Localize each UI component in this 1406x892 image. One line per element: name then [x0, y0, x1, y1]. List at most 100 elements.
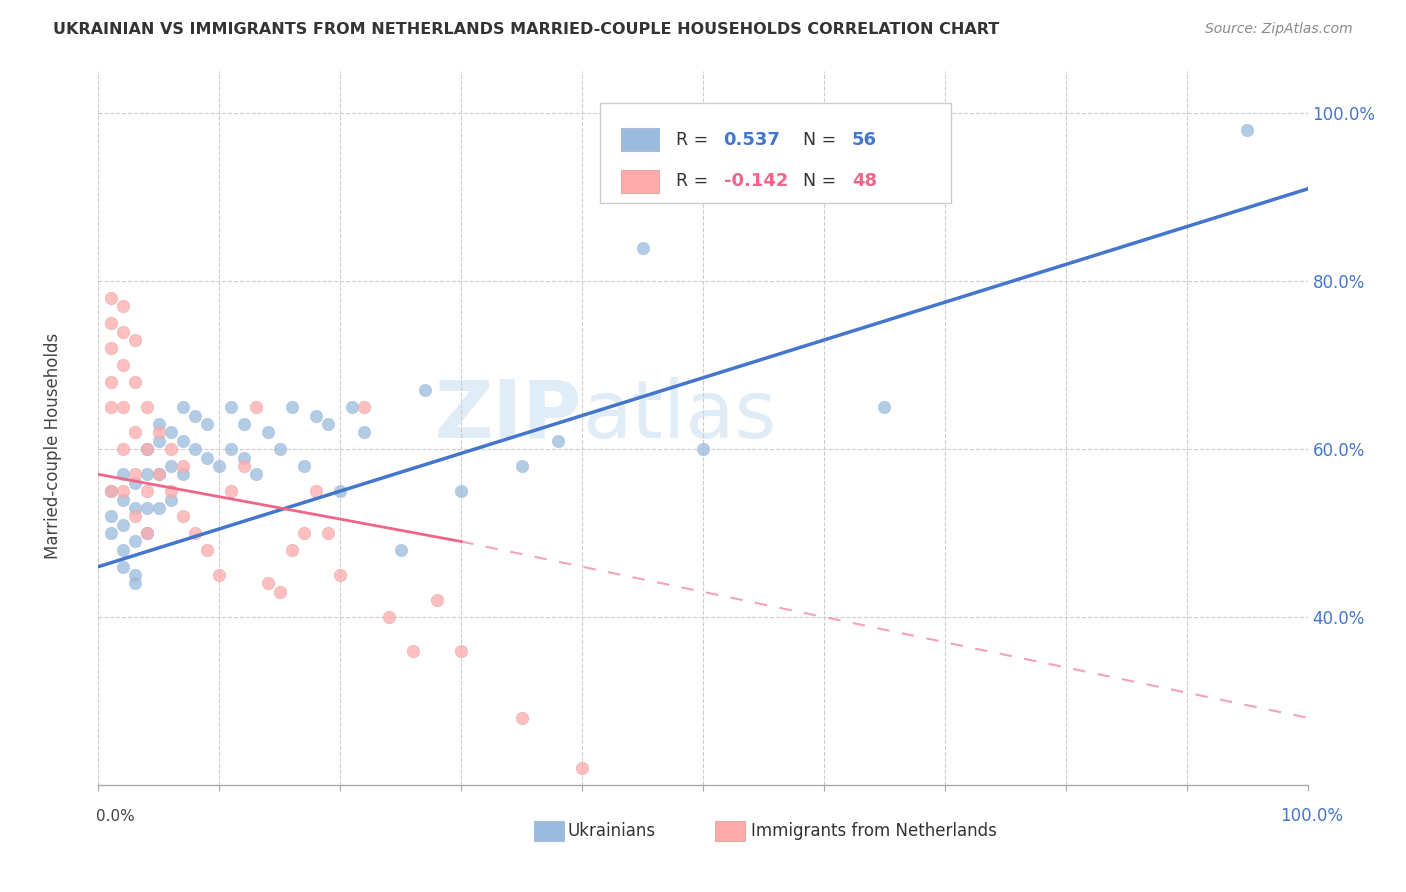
- Point: [208, 458, 231, 473]
- Point: [195, 450, 218, 465]
- Point: [111, 542, 134, 557]
- Point: [172, 434, 194, 448]
- Point: [100, 484, 122, 499]
- Point: [631, 241, 654, 255]
- Point: [135, 442, 157, 457]
- Text: Ukrainians: Ukrainians: [568, 822, 655, 840]
- Point: [124, 509, 146, 524]
- Point: [100, 526, 122, 541]
- Point: [221, 400, 243, 414]
- Point: [111, 300, 134, 314]
- Text: UKRAINIAN VS IMMIGRANTS FROM NETHERLANDS MARRIED-COUPLE HOUSEHOLDS CORRELATION C: UKRAINIAN VS IMMIGRANTS FROM NETHERLANDS…: [53, 22, 1000, 37]
- Point: [148, 434, 170, 448]
- Point: [329, 568, 352, 582]
- Point: [413, 384, 436, 398]
- Point: [100, 291, 122, 305]
- Point: [547, 434, 569, 448]
- Text: N =: N =: [803, 130, 842, 148]
- Text: atlas: atlas: [582, 376, 776, 455]
- Point: [402, 643, 425, 657]
- Point: [111, 492, 134, 507]
- Point: [245, 400, 267, 414]
- Point: [221, 442, 243, 457]
- Point: [135, 526, 157, 541]
- Point: [232, 458, 254, 473]
- Point: [100, 342, 122, 356]
- Point: [148, 417, 170, 431]
- Point: [148, 500, 170, 515]
- Point: [692, 442, 714, 457]
- Point: [160, 492, 183, 507]
- Point: [184, 442, 207, 457]
- Bar: [534, 822, 564, 841]
- Point: [148, 467, 170, 482]
- Text: Source: ZipAtlas.com: Source: ZipAtlas.com: [1205, 22, 1353, 37]
- Point: [124, 475, 146, 490]
- Text: 0.537: 0.537: [724, 130, 780, 148]
- Point: [342, 400, 364, 414]
- Point: [510, 711, 533, 725]
- Point: [135, 484, 157, 499]
- Point: [873, 400, 896, 414]
- Point: [232, 450, 254, 465]
- Point: [172, 509, 194, 524]
- Point: [172, 400, 194, 414]
- Point: [195, 542, 218, 557]
- Point: [135, 467, 157, 482]
- Point: [100, 316, 122, 330]
- Point: [111, 517, 134, 532]
- Point: [316, 417, 339, 431]
- Point: [100, 375, 122, 389]
- Point: [100, 509, 122, 524]
- Point: [316, 526, 339, 541]
- Point: [305, 484, 328, 499]
- Point: [256, 576, 278, 591]
- Point: [281, 400, 304, 414]
- Text: R =: R =: [676, 130, 714, 148]
- Text: 100.0%: 100.0%: [1279, 807, 1343, 825]
- Point: [160, 484, 183, 499]
- Point: [510, 458, 533, 473]
- Point: [1236, 123, 1258, 137]
- Point: [245, 467, 267, 482]
- Point: [135, 500, 157, 515]
- Point: [124, 576, 146, 591]
- Point: [172, 458, 194, 473]
- Bar: [621, 128, 659, 151]
- Point: [353, 400, 375, 414]
- Text: Married-couple Households: Married-couple Households: [45, 333, 62, 559]
- Point: [124, 425, 146, 440]
- Point: [631, 795, 654, 809]
- Text: N =: N =: [803, 172, 842, 190]
- Point: [100, 484, 122, 499]
- Point: [135, 442, 157, 457]
- Point: [329, 484, 352, 499]
- Bar: [621, 169, 659, 193]
- Point: [111, 400, 134, 414]
- Text: R =: R =: [676, 172, 714, 190]
- Point: [111, 484, 134, 499]
- Point: [269, 585, 291, 599]
- Point: [389, 542, 412, 557]
- Text: ZIP: ZIP: [434, 376, 582, 455]
- Point: [450, 643, 472, 657]
- Text: -0.142: -0.142: [724, 172, 787, 190]
- Point: [377, 610, 399, 624]
- Point: [111, 442, 134, 457]
- Bar: [716, 822, 745, 841]
- Point: [148, 467, 170, 482]
- Point: [426, 593, 449, 607]
- Point: [221, 484, 243, 499]
- Point: [353, 425, 375, 440]
- Point: [184, 526, 207, 541]
- Point: [208, 568, 231, 582]
- Point: [100, 400, 122, 414]
- Point: [172, 467, 194, 482]
- Point: [124, 467, 146, 482]
- Point: [111, 325, 134, 339]
- Point: [124, 534, 146, 549]
- Point: [195, 417, 218, 431]
- Point: [269, 442, 291, 457]
- Point: [450, 484, 472, 499]
- Point: [571, 761, 593, 775]
